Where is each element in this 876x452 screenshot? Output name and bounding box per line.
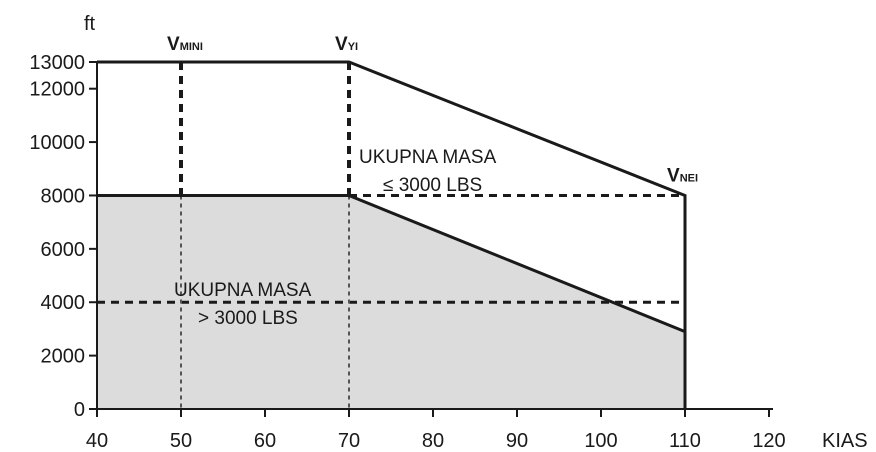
y-tick-label: 13000 (29, 52, 85, 74)
speed-marker-sub: YI (348, 41, 358, 53)
speed-marker-main: V (335, 34, 348, 55)
speed-marker-sub: NEI (680, 172, 698, 184)
y-tick-label: 6000 (41, 239, 86, 261)
light-envelope-label-line1: UKUPNA MASA (359, 147, 497, 168)
x-tick-label: 60 (254, 430, 276, 452)
x-tick-label: 120 (752, 430, 785, 452)
x-tick-label: 110 (669, 430, 701, 452)
x-tick-label: 50 (170, 430, 192, 452)
speed-marker-label: VYI (335, 34, 358, 55)
x-tick-label: 100 (584, 430, 617, 452)
reference-lines (97, 193, 685, 304)
heavy-envelope-label-line2: > 3000 LBS (198, 308, 298, 329)
heavy-envelope-boundary (97, 194, 687, 409)
x-tick-label: 80 (422, 430, 444, 452)
y-axis-ticks: 0 2000 4000 6000 8000 10000 12000 13000 (29, 52, 97, 421)
y-tick-label: 0 (74, 399, 85, 421)
speed-marker-lines (179, 62, 351, 409)
speed-marker-label: VMINI (167, 34, 203, 55)
y-tick-label: 10000 (29, 132, 85, 154)
x-axis-ticks: 40 50 60 70 80 90 100 110 120 (86, 409, 786, 452)
y-tick-label: 4000 (41, 292, 86, 314)
speed-marker-label: VNEI (667, 165, 698, 186)
x-tick-label: 70 (338, 430, 360, 452)
heavy-envelope-label-line1: UKUPNA MASA (174, 280, 312, 301)
light-envelope-boundary (97, 60, 687, 409)
x-tick-label: 40 (86, 430, 108, 452)
speed-marker-sub: MINI (180, 41, 203, 53)
light-envelope-label-line2: ≤ 3000 LBS (383, 175, 482, 196)
x-tick-label: 90 (506, 430, 528, 452)
y-tick-label: 12000 (29, 79, 85, 101)
x-axis-label: KIAS (822, 430, 868, 452)
y-tick-label: 2000 (41, 346, 86, 368)
speed-marker-main: V (167, 34, 180, 55)
speed-marker-main: V (667, 165, 680, 186)
y-axis-label: ft (84, 13, 96, 35)
y-tick-label: 8000 (41, 185, 86, 207)
